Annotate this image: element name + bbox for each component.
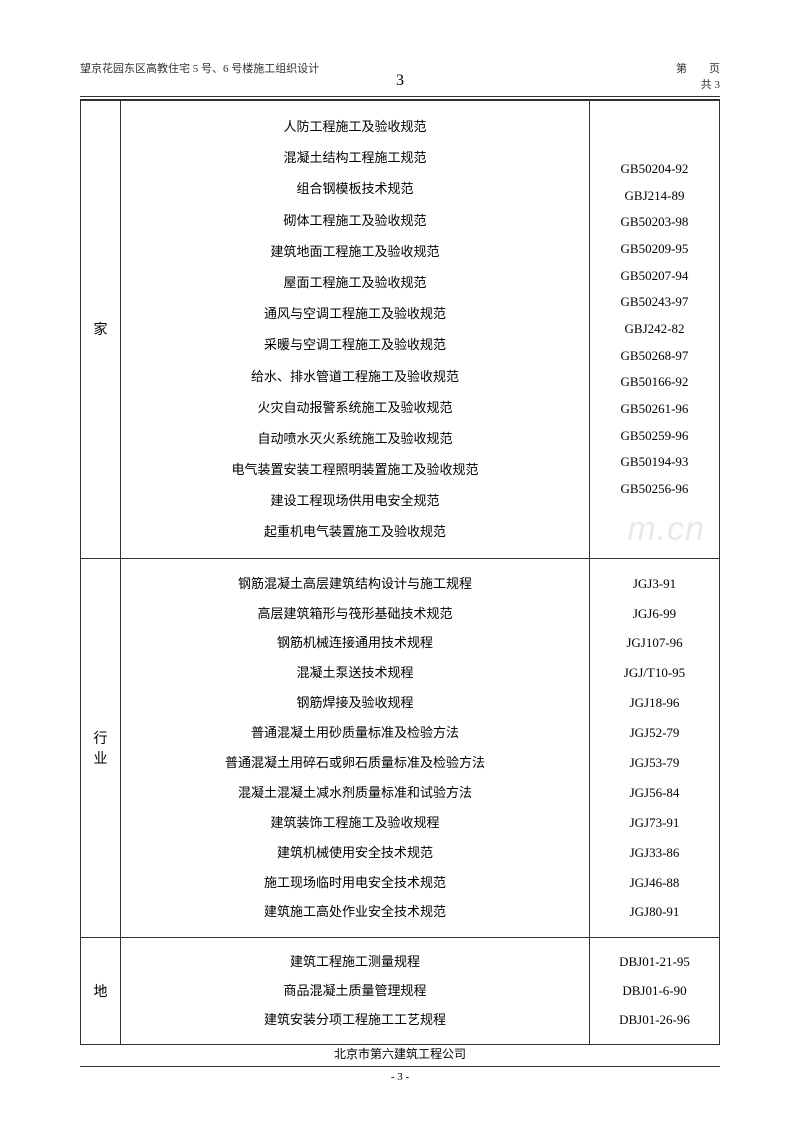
codes-cell: GB50204-92GBJ214-89GB50203-98GB50209-95G… [590,101,720,559]
standard-code: GB50207-94 [598,263,711,290]
standard-name: 电气装置安装工程照明装置施工及验收规范 [129,454,581,485]
standard-code: JGJ73-91 [598,808,711,838]
codes-cell: JGJ3-91JGJ6-99JGJ107-96JGJ/T10-95JGJ18-9… [590,558,720,938]
footer-company: 北京市第六建筑工程公司 [80,1045,720,1067]
standard-name: 高层建筑箱形与筏形基础技术规范 [129,599,581,629]
standard-code: GB50194-93 [598,449,711,476]
standard-name: 组合钢模板技术规范 [129,173,581,204]
standard-name: 起重机电气装置施工及验收规范 [129,516,581,547]
names-cell: 人防工程施工及验收规范混凝土结构工程施工规范组合钢模板技术规范砌体工程施工及验收… [121,101,590,559]
standard-name: 普通混凝土用碎石或卵石质量标准及检验方法 [129,748,581,778]
standard-name: 建设工程现场供用电安全规范 [129,485,581,516]
standard-code: JGJ107-96 [598,628,711,658]
standard-code: JGJ18-96 [598,688,711,718]
standard-code: GBJ214-89 [598,183,711,210]
standard-name: 通风与空调工程施工及验收规范 [129,298,581,329]
standard-code: JGJ33-86 [598,838,711,868]
standard-code: GB50261-96 [598,396,711,423]
standard-name: 屋面工程施工及验收规范 [129,267,581,298]
standard-name: 商品混凝土质量管理规程 [129,977,581,1006]
standard-code: DBJ01-6-90 [598,977,711,1006]
standard-code: JGJ53-79 [598,748,711,778]
header-title: 望京花园东区高教住宅 5 号、6 号楼施工组织设计 [80,60,676,92]
standard-name: 建筑机械使用安全技术规范 [129,838,581,868]
standard-name: 砌体工程施工及验收规范 [129,205,581,236]
standard-name: 施工现场临时用电安全技术规范 [129,868,581,898]
standard-name: 混凝土结构工程施工规范 [129,142,581,173]
names-cell: 钢筋混凝土高层建筑结构设计与施工规程高层建筑箱形与筏形基础技术规范钢筋机械连接通… [121,558,590,938]
standard-code: JGJ3-91 [598,569,711,599]
table-row: 家人防工程施工及验收规范混凝土结构工程施工规范组合钢模板技术规范砌体工程施工及验… [81,101,720,559]
category-cell: 家 [81,101,121,559]
header-page-bottom: 共 3 [676,76,720,92]
standard-code: GB50243-97 [598,289,711,316]
header-page-top: 第 页 [676,60,720,76]
standard-name: 钢筋机械连接通用技术规程 [129,628,581,658]
standard-code: DBJ01-26-96 [598,1006,711,1035]
standard-code: GB50256-96 [598,476,711,503]
standard-name: 建筑施工高处作业安全技术规范 [129,897,581,927]
standards-table-wrapper: 家人防工程施工及验收规范混凝土结构工程施工规范组合钢模板技术规范砌体工程施工及验… [80,99,720,1045]
standard-name: 自动喷水灭火系统施工及验收规范 [129,423,581,454]
standards-table: 家人防工程施工及验收规范混凝土结构工程施工规范组合钢模板技术规范砌体工程施工及验… [80,100,720,1045]
standard-code: GB50209-95 [598,236,711,263]
standard-code: JGJ6-99 [598,599,711,629]
standard-name: 建筑装饰工程施工及验收规程 [129,808,581,838]
category-label: 家 [81,319,120,339]
footer-page-num: - 3 - [80,1067,720,1083]
standard-name: 采暖与空调工程施工及验收规范 [129,329,581,360]
standard-name: 混凝土混凝土减水剂质量标准和试验方法 [129,778,581,808]
standard-name: 钢筋焊接及验收规程 [129,688,581,718]
codes-cell: DBJ01-21-95DBJ01-6-90DBJ01-26-96 [590,938,720,1045]
category-cell: 地 [81,938,121,1045]
page-footer: 北京市第六建筑工程公司 - 3 - [80,1045,720,1083]
category-cell: 行业 [81,558,121,938]
header-page-info: 第 页 共 3 [676,60,720,92]
standard-name: 人防工程施工及验收规范 [129,111,581,142]
standard-name: 钢筋混凝土高层建筑结构设计与施工规程 [129,569,581,599]
standard-code: JGJ/T10-95 [598,658,711,688]
standard-code: JGJ52-79 [598,718,711,748]
standard-code: GB50203-98 [598,209,711,236]
names-cell: 建筑工程施工测量规程商品混凝土质量管理规程建筑安装分项工程施工工艺规程 [121,938,590,1045]
standard-code: DBJ01-21-95 [598,948,711,977]
table-row: 地建筑工程施工测量规程商品混凝土质量管理规程建筑安装分项工程施工工艺规程DBJ0… [81,938,720,1045]
standard-code: GBJ242-82 [598,316,711,343]
standard-code: GB50259-96 [598,423,711,450]
standard-code: JGJ80-91 [598,897,711,927]
standard-name: 建筑工程施工测量规程 [129,948,581,977]
standard-name: 给水、排水管道工程施工及验收规范 [129,361,581,392]
table-row: 行业钢筋混凝土高层建筑结构设计与施工规程高层建筑箱形与筏形基础技术规范钢筋机械连… [81,558,720,938]
standard-name: 混凝土泵送技术规程 [129,658,581,688]
standard-name: 火灾自动报警系统施工及验收规范 [129,392,581,423]
header-center-num: 3 [396,72,404,90]
standard-code: JGJ56-84 [598,778,711,808]
standard-code: GB50204-92 [598,156,711,183]
standard-code: GB50166-92 [598,369,711,396]
standard-name: 普通混凝土用砂质量标准及检验方法 [129,718,581,748]
standard-name: 建筑安装分项工程施工工艺规程 [129,1006,581,1035]
standard-code: JGJ46-88 [598,868,711,898]
standard-code: GB50268-97 [598,343,711,370]
category-label: 地 [81,981,120,1001]
standard-name: 建筑地面工程施工及验收规范 [129,236,581,267]
category-label: 行业 [81,728,120,768]
